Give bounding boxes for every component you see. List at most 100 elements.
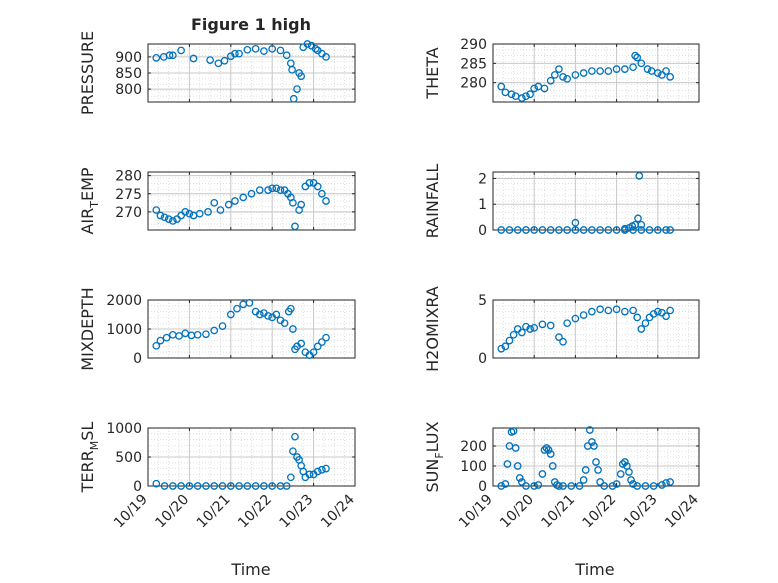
data-point (255, 186, 264, 194)
data-point (164, 215, 173, 223)
data-point (546, 226, 555, 234)
data-point (288, 65, 296, 74)
data-point (233, 304, 241, 313)
data-point (505, 226, 514, 234)
y-tick-label: 500 (115, 450, 142, 466)
data-point (534, 481, 543, 489)
y-tick-label: 200 (460, 439, 487, 455)
axes-theta: 280 285 290 THETA (423, 37, 700, 103)
y-tick-label: 280 (460, 76, 487, 92)
data-point (214, 59, 223, 68)
data-point (555, 65, 563, 73)
y-tick-label: 1 (478, 197, 487, 213)
data-point (526, 90, 534, 99)
data-point (286, 473, 295, 482)
data-point (243, 482, 252, 490)
data-point (653, 226, 662, 234)
data-point (596, 478, 604, 486)
data-point (600, 482, 609, 490)
data-point (280, 319, 289, 328)
xlabel-right: Time (574, 560, 614, 579)
data-point (579, 69, 588, 77)
axes-box (492, 299, 700, 359)
data-point (282, 51, 291, 60)
data-point (550, 71, 559, 79)
data-point (618, 460, 627, 468)
y-tick-label: 0 (478, 351, 487, 367)
data-point (189, 54, 198, 63)
data-point (662, 479, 670, 487)
data-point (634, 214, 642, 223)
data-point (522, 226, 530, 234)
data-point (555, 482, 563, 490)
data-point (264, 312, 272, 320)
data-point (513, 462, 522, 470)
y-tick-label: 280 (115, 169, 142, 185)
y-axis-label: AIRTEMP (78, 167, 101, 234)
data-point (530, 323, 539, 332)
data-point (293, 85, 301, 93)
data-point (544, 446, 553, 454)
data-point (662, 67, 670, 75)
data-point (313, 182, 322, 191)
data-point (291, 432, 299, 441)
data-point (322, 197, 330, 205)
data-point (559, 73, 567, 81)
data-point (226, 310, 235, 319)
data-point (497, 482, 506, 490)
data-point (633, 53, 642, 62)
data-point (620, 307, 629, 316)
data-point (588, 67, 596, 75)
data-point (156, 211, 165, 220)
data-point (612, 305, 621, 314)
data-point (612, 65, 621, 73)
data-point (629, 480, 637, 488)
data-point (247, 189, 256, 198)
data-point (530, 84, 539, 93)
data-point (594, 466, 602, 474)
data-point (662, 312, 670, 321)
data-point (633, 482, 642, 490)
y-axis-label: H2OMIXRA (423, 286, 442, 372)
data-point (666, 306, 675, 315)
data-point (289, 198, 297, 207)
y-tick-label: 275 (115, 187, 142, 203)
data-point (658, 71, 666, 79)
data-point (658, 481, 666, 489)
data-point (563, 74, 572, 83)
data-point (322, 464, 330, 473)
data-point (181, 208, 190, 216)
data-point (160, 482, 169, 490)
data-point (303, 40, 312, 48)
data-point (177, 46, 185, 55)
data-point (322, 333, 330, 342)
data-point (526, 325, 534, 333)
data-point (260, 482, 268, 490)
data-point (162, 333, 171, 342)
axes-box (492, 171, 700, 231)
data-point (305, 470, 314, 479)
data-point (313, 342, 322, 351)
data-point (590, 442, 598, 450)
data-point (218, 322, 227, 330)
data-point (585, 426, 594, 434)
data-point (235, 49, 243, 58)
data-point (559, 482, 567, 490)
data-point (579, 476, 588, 484)
data-point (666, 73, 675, 81)
data-point (268, 482, 277, 490)
y-axis-label: MIXDEPTH (78, 287, 97, 370)
data-point (559, 337, 567, 346)
y-tick-label: 5 (478, 293, 487, 309)
data-point (497, 226, 506, 234)
data-point (245, 299, 254, 307)
data-point (501, 342, 510, 351)
data-point (268, 44, 277, 53)
data-point (637, 226, 646, 234)
y-tick-label: 1000 (106, 322, 142, 338)
data-point (168, 482, 177, 490)
data-point (297, 339, 306, 348)
data-point (567, 482, 576, 490)
data-point (653, 307, 662, 316)
data-point (635, 172, 644, 180)
